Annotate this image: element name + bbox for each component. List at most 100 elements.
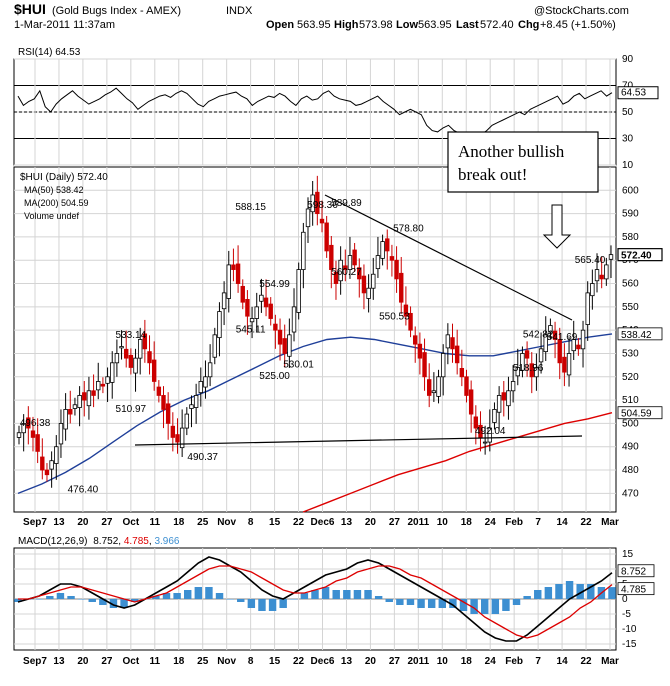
- candle-body: [454, 345, 460, 364]
- candle-body: [357, 267, 362, 280]
- candle-body: [468, 389, 474, 415]
- candle-body: [310, 194, 315, 213]
- price-annotation-label: 533.14: [116, 330, 147, 341]
- x-tick-label: 2011: [407, 517, 429, 528]
- price-frame: [13, 166, 617, 513]
- macd-histogram-bar: [353, 590, 362, 599]
- open-label: Open: [266, 19, 294, 31]
- x-tick-label: 27: [389, 517, 401, 528]
- x-tick-label: 13: [53, 656, 65, 667]
- candle-body: [221, 292, 227, 310]
- macd-histogram-bar: [470, 599, 478, 614]
- high-label: High: [334, 19, 359, 31]
- legend-ma200: MA(200) 504.59: [24, 198, 89, 208]
- price-right-badge: [617, 327, 663, 341]
- macd-tick-label: -10: [622, 624, 637, 635]
- macd-histogram-bar: [321, 587, 330, 599]
- candle-body: [21, 423, 26, 434]
- macd-tick-label: 0: [622, 594, 628, 605]
- exchange-label: INDX: [226, 5, 253, 17]
- candle-body: [520, 353, 525, 371]
- candle-body: [161, 395, 166, 410]
- macd-right-badge: [617, 582, 655, 596]
- x-tick-label: Sep7: [23, 517, 47, 528]
- x-tick-label: Nov: [217, 656, 236, 667]
- candle-body: [501, 392, 506, 401]
- candle-body: [245, 299, 250, 317]
- candle-body: [548, 325, 553, 333]
- candle-body: [189, 404, 194, 409]
- candle-body: [198, 381, 203, 394]
- x-tick-label: Nov: [217, 517, 236, 528]
- macd-histogram-bar: [576, 584, 584, 599]
- candle-body: [291, 306, 297, 333]
- candle-body: [389, 256, 395, 261]
- price-tick-label: 480: [622, 465, 639, 476]
- candle-body: [296, 269, 301, 313]
- legend-ma50: MA(50) 538.42: [24, 185, 84, 195]
- rsi-current-badge: [617, 86, 659, 100]
- candle-body: [254, 306, 259, 319]
- macd-histogram-bar: [459, 599, 468, 611]
- macd-histogram-bar: [449, 599, 457, 608]
- price-right-value: 504.59: [621, 409, 652, 420]
- macd-histogram-bar: [417, 599, 425, 608]
- macd-right-badge: [617, 564, 655, 578]
- candle-body: [413, 335, 418, 345]
- macd-histogram-bar: [152, 596, 160, 599]
- x-tick-label: 13: [341, 656, 353, 667]
- candle-body: [590, 283, 595, 297]
- chg-label: Chg: [518, 19, 539, 31]
- price-x-axis: Sep7 13 20 27 Oct 11 18 25 Nov 8 15 22 Dec6 13 20 27 201…: [23, 517, 619, 528]
- x-tick-label: 22: [293, 656, 305, 667]
- x-tick-label: 18: [173, 517, 185, 528]
- candle-body: [492, 409, 497, 423]
- macd-histogram-bar: [99, 599, 107, 605]
- annotation-line1: Another bullish: [458, 142, 565, 161]
- macd-panel: MACD(12,26,9) 8.752, 4.785, 3.966 -15 -10…: [13, 536, 655, 651]
- price-tick-label: 580: [622, 232, 639, 243]
- macd-histogram-bar: [523, 596, 531, 599]
- candle-body: [287, 334, 292, 357]
- candle-body: [599, 274, 604, 280]
- price-annotation-label: 510.97: [116, 404, 147, 415]
- candle-body: [40, 456, 45, 471]
- candle-body: [375, 255, 381, 270]
- candle-body: [552, 330, 558, 340]
- candle-body: [343, 265, 348, 270]
- x-tick-label: 10: [437, 656, 449, 667]
- price-annotation-label: 490.37: [187, 452, 218, 463]
- candle-body: [352, 249, 357, 266]
- candle-body: [450, 337, 455, 350]
- symbol-title: $HUI: [14, 1, 46, 17]
- x-tick-label: 20: [77, 517, 89, 528]
- x-tick-label: 2011: [407, 656, 429, 667]
- macd-histogram-bar: [555, 584, 563, 599]
- macd-histogram-bar: [35, 599, 43, 600]
- candle-body: [49, 460, 54, 470]
- candle-body: [151, 359, 157, 382]
- legend-hui: $HUI (Daily) 572.40: [20, 172, 108, 183]
- candle-body: [35, 434, 40, 452]
- macd-histogram-bar: [396, 599, 404, 605]
- high-value: 573.98: [359, 19, 393, 31]
- candle-body: [301, 231, 306, 270]
- support-trendline: [134, 435, 583, 446]
- candle-body: [128, 354, 134, 368]
- macd-histogram-bar: [491, 599, 500, 614]
- candle-body: [319, 218, 325, 224]
- macd-histogram-bar: [130, 599, 139, 602]
- candle-body: [473, 416, 479, 429]
- candle-body: [571, 339, 576, 352]
- x-tick-label: 27: [101, 517, 113, 528]
- rsi-tick-label: 10: [622, 160, 634, 171]
- x-tick-label: Dec6: [311, 517, 335, 528]
- candle-body: [282, 338, 287, 354]
- price-annotation-label: 554.99: [259, 279, 290, 290]
- rsi-current-value: 64.53: [621, 88, 646, 99]
- price-annotation-label: 525.00: [259, 371, 290, 382]
- candle-body: [193, 395, 199, 408]
- candle-body: [165, 403, 171, 424]
- index-name: (Gold Bugs Index - AMEX): [52, 5, 181, 17]
